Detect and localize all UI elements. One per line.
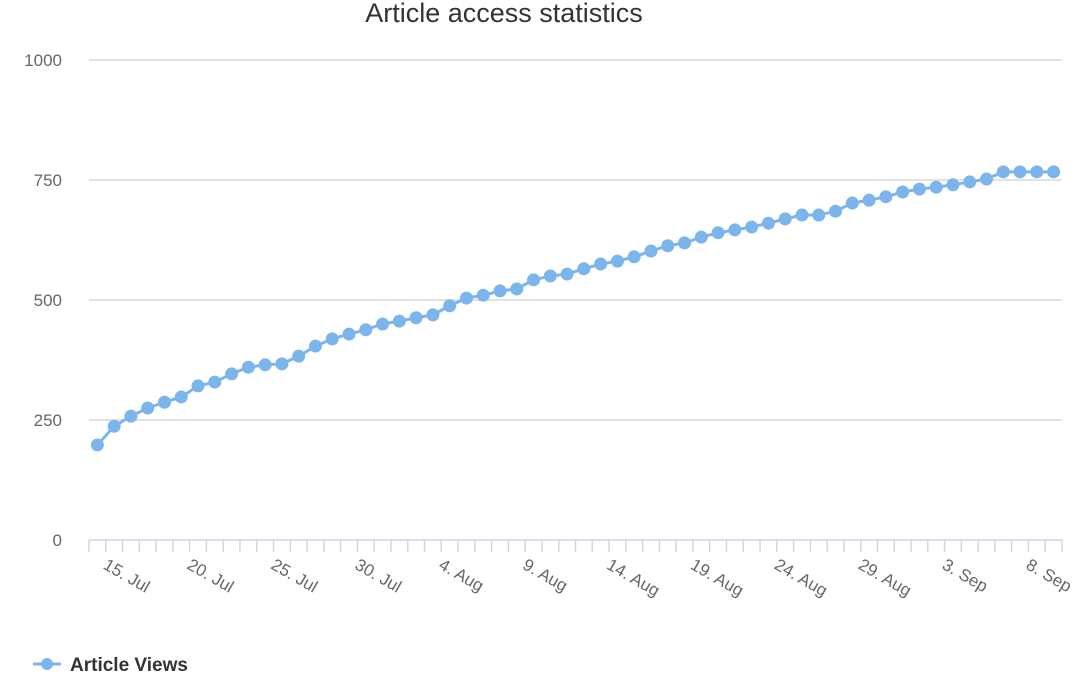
data-point bbox=[476, 288, 490, 302]
data-point bbox=[812, 208, 826, 222]
data-point bbox=[459, 291, 473, 305]
data-point bbox=[124, 409, 138, 423]
data-point bbox=[376, 317, 390, 331]
data-point bbox=[292, 349, 306, 363]
data-point bbox=[409, 311, 423, 325]
x-tick-label: 24. Aug bbox=[771, 555, 830, 600]
y-tick-label: 750 bbox=[34, 171, 62, 190]
data-point bbox=[241, 360, 255, 374]
data-point bbox=[778, 212, 792, 226]
data-point bbox=[90, 438, 104, 452]
data-point bbox=[929, 180, 943, 194]
x-tick-label: 19. Aug bbox=[687, 555, 746, 600]
y-tick-label: 1000 bbox=[24, 51, 62, 70]
data-point bbox=[1013, 165, 1027, 179]
data-point bbox=[543, 269, 557, 283]
data-point bbox=[610, 254, 624, 268]
chart-title: Article access statistics bbox=[365, 0, 643, 28]
data-point bbox=[996, 165, 1010, 179]
data-point bbox=[560, 267, 574, 281]
data-point bbox=[711, 226, 725, 240]
data-point bbox=[678, 236, 692, 250]
data-point bbox=[912, 182, 926, 196]
data-point bbox=[1030, 165, 1044, 179]
x-tick-label: 20. Jul bbox=[184, 555, 237, 597]
data-point bbox=[157, 395, 171, 409]
data-point bbox=[275, 357, 289, 371]
x-tick-label: 29. Aug bbox=[855, 555, 914, 600]
data-point bbox=[527, 273, 541, 287]
data-point bbox=[980, 172, 994, 186]
y-tick-label: 500 bbox=[34, 291, 62, 310]
legend-label: Article Views bbox=[70, 655, 188, 675]
data-point bbox=[107, 419, 121, 433]
data-point bbox=[443, 299, 457, 313]
data-point bbox=[258, 358, 272, 372]
y-tick-label: 250 bbox=[34, 411, 62, 430]
data-point bbox=[963, 175, 977, 189]
data-point bbox=[761, 216, 775, 230]
data-point bbox=[594, 257, 608, 271]
data-point bbox=[308, 339, 322, 353]
x-tick-label: 9. Aug bbox=[520, 555, 571, 596]
data-point bbox=[728, 223, 742, 237]
data-point bbox=[141, 401, 155, 415]
data-point bbox=[510, 282, 524, 296]
data-point bbox=[845, 196, 859, 210]
data-point bbox=[493, 284, 507, 298]
legend-marker bbox=[41, 658, 53, 670]
data-point bbox=[946, 178, 960, 192]
data-point bbox=[879, 190, 893, 204]
data-point bbox=[392, 314, 406, 328]
data-point bbox=[225, 367, 239, 381]
data-point bbox=[174, 390, 188, 404]
x-tick-label: 8. Sep bbox=[1023, 555, 1075, 596]
data-point bbox=[426, 308, 440, 322]
data-point bbox=[191, 379, 205, 393]
x-tick-label: 14. Aug bbox=[603, 555, 662, 600]
x-tick-label: 4. Aug bbox=[436, 555, 487, 596]
data-point bbox=[577, 262, 591, 276]
data-point bbox=[342, 327, 356, 341]
data-point bbox=[795, 208, 809, 222]
data-point bbox=[208, 375, 222, 389]
x-tick-label: 3. Sep bbox=[939, 555, 991, 596]
data-point bbox=[644, 244, 658, 258]
data-point bbox=[1047, 165, 1061, 179]
data-point bbox=[661, 239, 675, 253]
x-tick-label: 30. Jul bbox=[352, 555, 405, 597]
data-point bbox=[359, 323, 373, 337]
series-line bbox=[96, 170, 1054, 446]
data-point bbox=[325, 332, 339, 346]
x-tick-label: 15. Jul bbox=[100, 555, 153, 597]
data-point bbox=[627, 250, 641, 264]
x-tick-label: 25. Jul bbox=[268, 555, 321, 597]
data-point bbox=[745, 220, 759, 234]
data-point bbox=[896, 185, 910, 199]
data-point bbox=[829, 204, 843, 218]
data-point bbox=[694, 230, 708, 244]
data-point bbox=[862, 193, 876, 207]
y-tick-label: 0 bbox=[53, 531, 62, 550]
